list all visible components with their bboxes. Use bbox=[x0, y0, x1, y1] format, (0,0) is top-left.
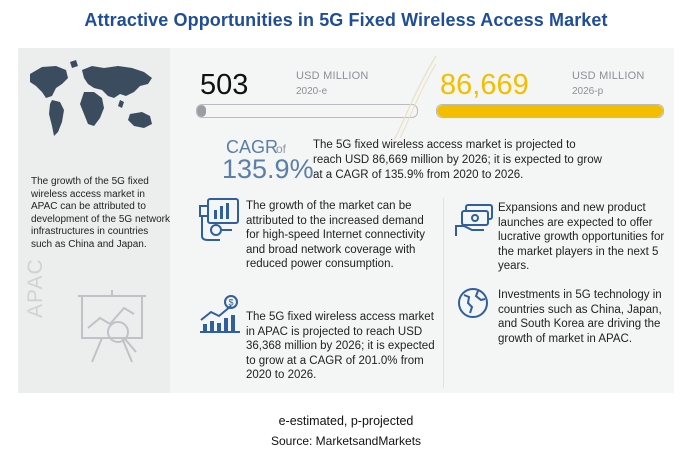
cagr-label: CAGR bbox=[226, 137, 279, 157]
page-title: Attractive Opportunities in 5G Fixed Wir… bbox=[84, 10, 608, 30]
progress-fill-2026 bbox=[437, 105, 663, 117]
unit-2026: USD MILLION bbox=[572, 70, 645, 82]
progress-fill-2020 bbox=[197, 105, 206, 117]
apac-description: The growth of the 5G fixed wireless acce… bbox=[31, 176, 170, 250]
decorative-curve bbox=[393, 55, 437, 141]
growth-drivers-text: The growth of the market can be attribut… bbox=[246, 200, 425, 270]
tablet-analytics-icon bbox=[199, 198, 239, 241]
unit-2020: USD MILLION bbox=[296, 70, 369, 82]
cagr-of: of bbox=[276, 142, 287, 156]
money-stack-icon bbox=[455, 204, 493, 236]
footnote: e-estimated, p-projected bbox=[278, 414, 414, 428]
year-2020: 2020-e bbox=[296, 86, 328, 97]
expansions-text: Expansions and new product launches are … bbox=[498, 202, 665, 272]
progress-bar-2020 bbox=[196, 104, 418, 118]
cagr-description: The 5G fixed wireless access market is p… bbox=[313, 139, 602, 181]
progress-bar-2026 bbox=[436, 104, 664, 118]
investments-text: Investments in 5G technology in countrie… bbox=[498, 289, 662, 345]
apac-label: APAC bbox=[24, 258, 47, 318]
apac-projection-text: The 5G fixed wireless access market in A… bbox=[246, 311, 435, 381]
market-value-2026: 86,669 bbox=[440, 69, 529, 101]
column-divider bbox=[443, 198, 444, 388]
source-note: Source: MarketsandMarkets bbox=[270, 434, 422, 448]
market-value-2020: 503 bbox=[200, 69, 249, 101]
year-2026: 2026-p bbox=[572, 86, 604, 97]
world-map-icon bbox=[30, 60, 152, 136]
growth-chart-dollar-icon: $ bbox=[200, 295, 240, 333]
cagr-value: 135.9% bbox=[222, 154, 314, 184]
globe-icon bbox=[458, 288, 488, 318]
presentation-chart-icon bbox=[78, 290, 146, 363]
svg-text:$: $ bbox=[229, 298, 234, 308]
